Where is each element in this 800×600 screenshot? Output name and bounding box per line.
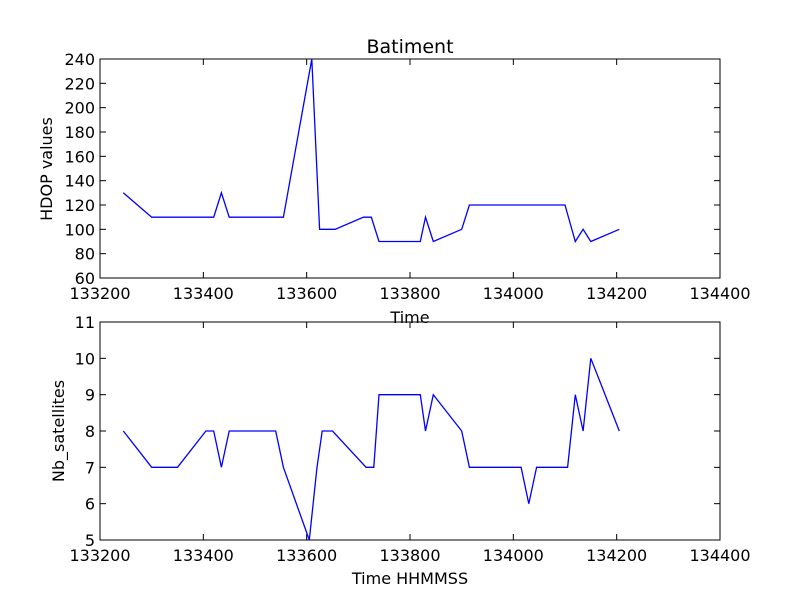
satellites-data-point [528, 503, 530, 505]
satellites-data-point [520, 466, 522, 468]
satellites-data-point [205, 430, 207, 432]
hdop-y-tick-label: 140 [64, 172, 95, 191]
hdop-data-point [378, 241, 380, 243]
hdop-ticks: 133200 133400 133600 133800 134000 134200 1344… [64, 50, 750, 303]
satellites-y-tick-label: 6 [85, 495, 95, 514]
satellites-x-tick-label: 133400 [173, 546, 234, 565]
hdop-y-tick-label: 160 [64, 147, 95, 166]
satellites-x-axis-label: Time HHMMSS [351, 569, 468, 588]
satellites-data-point [332, 430, 334, 432]
satellites-y-axis-label: Nb_satellites [49, 380, 69, 482]
hdop-data-point [370, 216, 372, 218]
hdop-data-point [319, 228, 321, 230]
hdop-y-tick-label: 80 [75, 245, 95, 264]
hdop-y-tick-label: 220 [64, 74, 95, 93]
hdop-y-tick-label: 100 [64, 220, 95, 239]
hdop-data-point [419, 241, 421, 243]
hdop-data-point [311, 58, 313, 60]
satellites-y-tick-label: 7 [85, 458, 95, 477]
hdop-data-point [213, 216, 215, 218]
hdop-x-tick-label: 134200 [586, 284, 647, 303]
hdop-series-line [122, 58, 620, 244]
satellites-data-point [316, 466, 318, 468]
satellites-data-point [151, 466, 153, 468]
satellites-data-point [582, 430, 584, 432]
hdop-data-point [468, 204, 470, 206]
hdop-x-tick-label: 134000 [483, 284, 544, 303]
hdop-chart-title: Batiment [366, 36, 453, 58]
satellites-x-tick-label: 133800 [379, 546, 440, 565]
hdop-y-tick-label: 240 [64, 50, 95, 69]
satellites-data-point [308, 539, 310, 541]
satellites-data-point [468, 466, 470, 468]
hdop-data-point [574, 241, 576, 243]
satellites-x-tick-label: 133600 [276, 546, 337, 565]
hdop-data-point [334, 228, 336, 230]
hdop-data-point [228, 216, 230, 218]
satellites-data-point [536, 466, 538, 468]
satellites-data-point [432, 394, 434, 396]
satellites-y-tick-label: 10 [75, 349, 95, 368]
hdop-data-point [564, 204, 566, 206]
satellites-data-point [282, 466, 284, 468]
hdop-data-point [582, 228, 584, 230]
satellites-data-point [275, 430, 277, 432]
satellites-data-point [378, 394, 380, 396]
hdop-chart: Batiment 133200 133400 133600 133800 134000 1… [37, 36, 751, 327]
satellites-x-tick-label: 134000 [483, 546, 544, 565]
hdop-y-tick-label: 200 [64, 99, 95, 118]
hdop-data-point [618, 228, 620, 230]
satellites-data-point [321, 430, 323, 432]
hdop-y-axis-label: HDOP values [37, 117, 56, 221]
satellites-data-point [373, 466, 375, 468]
hdop-data-point [461, 228, 463, 230]
hdop-y-tick-label: 60 [75, 269, 95, 288]
satellites-data-point [461, 430, 463, 432]
satellites-data-point [590, 357, 592, 359]
satellites-ticks: 133200 133400 133600 133800 134000 134200 1344… [69, 313, 750, 565]
satellites-y-tick-label: 8 [85, 422, 95, 441]
hdop-data-point [363, 216, 365, 218]
satellites-series-line [122, 358, 620, 541]
hdop-x-tick-label: 133400 [173, 284, 234, 303]
satellites-data-point [425, 430, 427, 432]
hdop-data-point [432, 241, 434, 243]
satellites-data-point [122, 430, 124, 432]
hdop-y-tick-label: 180 [64, 123, 95, 142]
hdop-data-point [282, 216, 284, 218]
satellites-x-tick-label: 133200 [69, 546, 130, 565]
hdop-data-point [122, 192, 124, 194]
hdop-y-tick-label: 120 [64, 196, 95, 215]
satellites-data-point [574, 394, 576, 396]
hdop-data-point [425, 216, 427, 218]
satellites-y-tick-label: 9 [85, 386, 95, 405]
satellites-data-point [177, 466, 179, 468]
satellites-data-point [220, 466, 222, 468]
satellites-data-point [228, 430, 230, 432]
hdop-x-tick-label: 133800 [379, 284, 440, 303]
hdop-x-tick-label: 134400 [689, 284, 750, 303]
satellites-chart: 133200 133400 133600 133800 134000 134200 1344… [49, 313, 751, 588]
hdop-data-point [590, 241, 592, 243]
satellites-y-tick-label: 11 [75, 313, 95, 332]
hdop-data-point [220, 192, 222, 194]
satellites-data-point [618, 430, 620, 432]
satellites-x-tick-label: 134200 [586, 546, 647, 565]
satellites-x-tick-label: 134400 [689, 546, 750, 565]
hdop-x-tick-label: 133200 [69, 284, 130, 303]
hdop-x-tick-label: 133600 [276, 284, 337, 303]
satellites-data-point [419, 394, 421, 396]
satellites-data-point [567, 466, 569, 468]
satellites-y-tick-label: 5 [85, 531, 95, 550]
hdop-data-point [151, 216, 153, 218]
satellites-data-point [213, 430, 215, 432]
satellites-data-point [365, 466, 367, 468]
